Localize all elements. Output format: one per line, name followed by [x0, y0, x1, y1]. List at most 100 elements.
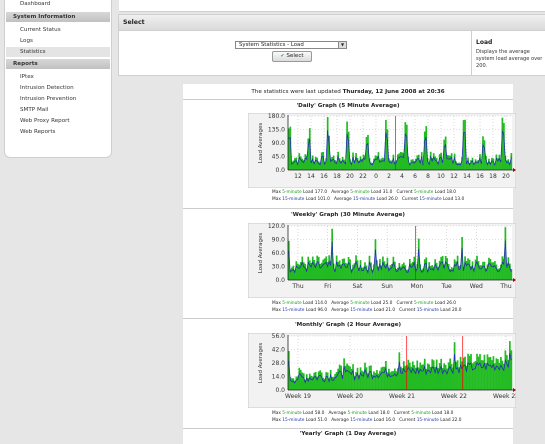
load-5min-bar: [413, 160, 416, 170]
load-5min-bar: [485, 362, 487, 390]
load-5min-bar: [471, 363, 474, 390]
load-5min-bar: [405, 269, 408, 280]
load-15min-line: [288, 353, 512, 384]
load-5min-bar: [420, 269, 423, 280]
load-5min-bar: [362, 267, 365, 280]
load-5min-bar: [486, 162, 489, 170]
load-5min-bar: [385, 119, 387, 170]
load-5min-bar: [391, 371, 393, 390]
stat-label: Load: [434, 190, 446, 195]
load-5min-bar: [432, 360, 435, 390]
load-5min-bar: [308, 128, 311, 170]
load-5min-bar: [420, 152, 423, 170]
load-5min-bar: [419, 362, 422, 390]
stat-label: Average: [331, 190, 349, 195]
stat-label: Load: [303, 301, 314, 306]
load-5min-bar: [468, 355, 471, 390]
sidebar-item-dashboard[interactable]: Dashboard: [20, 1, 51, 7]
stat-label: Current: [396, 301, 413, 306]
load-5min-bar: [507, 360, 510, 390]
load-5min-bar: [444, 136, 447, 170]
load-5min-bar: [480, 161, 483, 170]
divider: [183, 99, 513, 100]
load-5min-bar: [509, 341, 511, 390]
load-5min-bar: [455, 361, 457, 390]
load-5min-bar: [328, 135, 331, 170]
load-5min-bar: [407, 359, 410, 390]
load-5min-bar: [358, 375, 360, 390]
load-5min-bar: [446, 258, 448, 280]
sidebar-item-intrusion-detection[interactable]: Intrusion Detection: [20, 85, 74, 91]
load-5min-bar: [376, 260, 378, 280]
graph-stats: Max 5-minute Load 114.0 Average 5-minute…: [272, 301, 456, 306]
load-5min-bar: [370, 162, 372, 170]
load-5min-bar: [290, 162, 293, 170]
check-icon: ✔: [280, 53, 285, 59]
load-5min-bar: [347, 131, 350, 170]
load-5min-bar: [389, 372, 392, 390]
load-5min-bar: [455, 261, 457, 280]
stat-label: Load: [376, 197, 387, 202]
x-tick-label: 16: [320, 173, 328, 180]
load-5min-bar: [379, 259, 381, 280]
load-5min-bar: [491, 157, 493, 170]
load-5min-bar: [404, 365, 407, 390]
load-5min-bar: [489, 356, 492, 390]
x-tick-label: 16: [476, 173, 484, 180]
sidebar-item-logs[interactable]: Logs: [20, 38, 33, 44]
sidebar-section-reports[interactable]: Reports: [6, 59, 110, 69]
stat-label: Load: [371, 190, 382, 195]
load-5min-bar: [411, 261, 414, 280]
statistics-select[interactable]: System Statistics - Load ▼: [235, 41, 347, 49]
load-5min-bar: [486, 264, 489, 280]
load-5min-bar: [370, 262, 372, 280]
select-button[interactable]: ✔ Select: [272, 51, 312, 62]
sidebar-item-smtp-mail[interactable]: SMTP Mail: [20, 107, 49, 113]
load-5min-bar: [349, 366, 351, 390]
load-5min-bar: [501, 256, 504, 280]
load-5min-bar: [389, 265, 392, 280]
load-5min-bar: [477, 160, 480, 170]
sidebar: Dashboard System Information Current Sta…: [4, 0, 112, 158]
load-5min-bar: [477, 356, 480, 390]
load-5min-bar: [453, 259, 456, 280]
load-5min-bar: [373, 371, 375, 390]
load-5min-bar: [422, 364, 425, 390]
load-5min-bar: [289, 126, 292, 170]
sidebar-item-web-proxy-report[interactable]: Web Proxy Report: [20, 118, 70, 124]
chevron-down-icon[interactable]: ▼: [338, 42, 346, 48]
load-5min-bar: [320, 152, 323, 170]
load-5min-bar: [383, 158, 386, 170]
load-5min-bar: [388, 158, 390, 170]
sidebar-item-statistics[interactable]: Statistics: [20, 49, 46, 55]
sidebar-item-web-reports[interactable]: Web Reports: [20, 129, 56, 135]
load-5min-bar: [411, 361, 414, 390]
load-5min-bar: [447, 362, 450, 390]
sidebar-item-iptex[interactable]: IPtex: [20, 74, 34, 80]
stat-value: 16.0: [385, 418, 396, 423]
load-5min-bar: [411, 159, 414, 170]
load-5min-bar: [429, 266, 432, 280]
load-5min-bar: [386, 129, 389, 170]
load-5min-bar: [292, 265, 295, 280]
graph-stats: Max 5-minute Load 177.0 Average 5-minute…: [272, 190, 456, 195]
sidebar-item-intrusion-prevention[interactable]: Intrusion Prevention: [20, 96, 77, 102]
load-5min-bar: [471, 157, 474, 170]
top-bar: [119, 0, 545, 12]
load-5min-bar: [323, 378, 326, 390]
load-5min-bar: [458, 367, 460, 390]
load-5min-bar: [459, 356, 462, 390]
sidebar-section-system-information[interactable]: System Information: [6, 12, 110, 22]
sidebar-item-current-status[interactable]: Current Status: [20, 27, 61, 33]
load-5min-bar: [402, 153, 405, 170]
x-tick-label: 22: [359, 173, 367, 180]
load-5min-bar: [497, 158, 499, 170]
load-5min-bar: [400, 266, 402, 280]
stat-label: 15-minute: [282, 308, 305, 313]
load-5min-bar: [308, 373, 311, 390]
load-5min-bar: [302, 373, 305, 390]
load-5min-bar: [304, 263, 307, 280]
load-5min-bar: [398, 352, 401, 390]
load-5min-bar: [462, 267, 465, 280]
load-5min-bar: [494, 363, 496, 390]
